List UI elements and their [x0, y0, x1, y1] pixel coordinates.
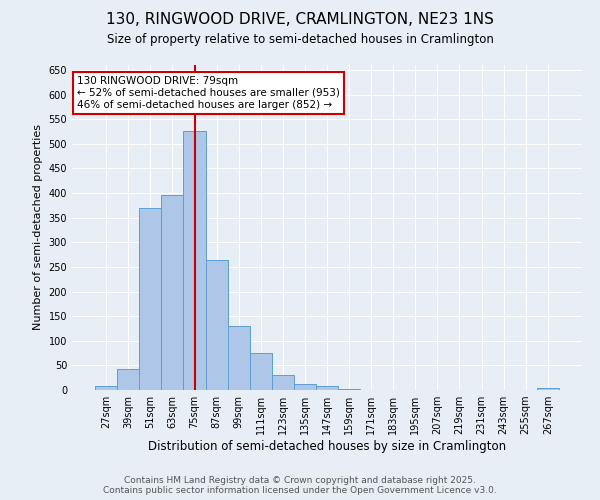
Bar — [206, 260, 227, 390]
Text: Size of property relative to semi-detached houses in Cramlington: Size of property relative to semi-detach… — [107, 32, 493, 46]
Bar — [95, 386, 117, 390]
Bar — [294, 384, 316, 390]
X-axis label: Distribution of semi-detached houses by size in Cramlington: Distribution of semi-detached houses by … — [148, 440, 506, 453]
Y-axis label: Number of semi-detached properties: Number of semi-detached properties — [33, 124, 43, 330]
Bar — [250, 353, 272, 390]
Bar — [272, 375, 294, 390]
Bar — [139, 208, 161, 390]
Text: Contains HM Land Registry data © Crown copyright and database right 2025.
Contai: Contains HM Land Registry data © Crown c… — [103, 476, 497, 495]
Bar — [316, 386, 338, 390]
Text: 130, RINGWOOD DRIVE, CRAMLINGTON, NE23 1NS: 130, RINGWOOD DRIVE, CRAMLINGTON, NE23 1… — [106, 12, 494, 28]
Bar — [338, 388, 360, 390]
Bar — [227, 326, 250, 390]
Text: 130 RINGWOOD DRIVE: 79sqm
← 52% of semi-detached houses are smaller (953)
46% of: 130 RINGWOOD DRIVE: 79sqm ← 52% of semi-… — [77, 76, 340, 110]
Bar — [184, 132, 206, 390]
Bar — [161, 196, 184, 390]
Bar — [117, 370, 139, 390]
Bar — [537, 388, 559, 390]
